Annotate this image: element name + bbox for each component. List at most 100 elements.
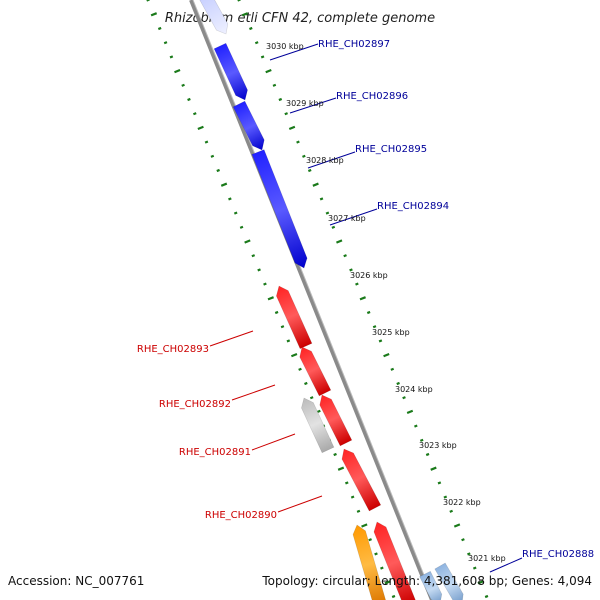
tick-mark: [477, 580, 484, 585]
gene-orange[interactable]: [351, 523, 387, 600]
tick-mark: [372, 325, 377, 329]
tick-mark: [278, 97, 283, 102]
scale-label: 3021 kbp: [468, 554, 506, 563]
scale-label: 3028 kbp: [306, 156, 344, 165]
tick-mark: [286, 339, 291, 343]
gene-rhe-ch02891[interactable]: [316, 392, 353, 447]
leader-line: [269, 43, 319, 61]
tick-mark: [472, 566, 477, 570]
scale-label: 3027 kbp: [328, 214, 366, 223]
tick-mark: [174, 68, 181, 74]
tick-mark: [241, 12, 249, 17]
gene-label-rhe-ch02890[interactable]: RHE_CH02890: [205, 510, 277, 521]
tick-mark: [263, 282, 267, 286]
tick-mark: [350, 495, 355, 499]
tick-mark: [274, 310, 279, 315]
scale-label: 3022 kbp: [443, 498, 481, 507]
tick-mark: [272, 83, 277, 87]
tick-mark: [304, 381, 308, 386]
tick-mark: [425, 452, 430, 457]
tick-mark: [368, 538, 372, 542]
tick-mark: [146, 0, 150, 2]
tick-marks: [146, 0, 489, 599]
gene-label-rhe-ch02897[interactable]: RHE_CH02897: [318, 39, 390, 50]
gene-label-rhe-ch02891[interactable]: RHE_CH02891: [179, 447, 251, 458]
tick-mark: [150, 12, 158, 17]
tick-mark: [319, 197, 324, 201]
backbone-highlight: [192, 0, 435, 600]
scale-label: 3026 kbp: [350, 271, 388, 280]
gene-label-rhe-ch02892[interactable]: RHE_CH02892: [159, 399, 231, 410]
gene-rhe-ch02890[interactable]: [338, 446, 382, 512]
tick-mark: [298, 367, 302, 371]
tick-mark: [249, 26, 253, 31]
gene-rhe-ch02889-fragment[interactable]: [434, 562, 467, 600]
map-title: Rhizobium etli CFN 42, complete genome: [165, 11, 435, 26]
tick-mark: [402, 396, 406, 400]
tick-mark: [349, 268, 353, 272]
backbone-line: [189, 0, 434, 600]
tick-mark: [204, 140, 209, 144]
gene-label-rhe-ch02894[interactable]: RHE_CH02894: [377, 201, 449, 212]
tick-mark: [290, 352, 298, 358]
gene-rhe-ch02896[interactable]: [232, 100, 268, 153]
tick-mark: [355, 282, 359, 286]
gene-rhe-ch02895[interactable]: [251, 149, 310, 271]
gene-rhe-ch02892[interactable]: [296, 344, 332, 397]
tick-mark: [265, 68, 272, 74]
leader-line: [289, 97, 337, 114]
leader-line: [209, 330, 254, 347]
gene-rhe-ch02893[interactable]: [273, 283, 313, 350]
tick-mark: [244, 239, 251, 244]
tick-mark: [333, 452, 337, 457]
gene-fragment-top[interactable]: [198, 0, 231, 37]
scale-label: 3025 kbp: [372, 328, 410, 337]
gene-rhe-ch02888[interactable]: [419, 570, 446, 600]
accession-text: Accession: NC_007761: [8, 574, 145, 588]
tick-mark: [284, 112, 288, 116]
tick-mark: [288, 125, 296, 131]
tick-mark: [344, 481, 349, 485]
tick-mark: [302, 154, 306, 158]
tick-mark: [356, 509, 361, 513]
gene-features: [198, 0, 467, 600]
tick-mark: [197, 125, 204, 131]
tick-mark: [378, 339, 383, 343]
tick-mark: [163, 41, 168, 45]
topology-text: Topology: circular; Length: 4,381,608 bp…: [262, 574, 592, 588]
tick-mark: [384, 580, 391, 585]
tick-mark: [453, 523, 461, 528]
tick-mark: [280, 325, 285, 329]
leader-line: [307, 151, 356, 169]
tick-mark: [391, 594, 396, 599]
tick-mark: [239, 225, 244, 229]
tick-mark: [169, 55, 174, 59]
scale-label: 3023 kbp: [419, 441, 457, 450]
tick-mark: [396, 381, 400, 386]
tick-mark: [361, 523, 368, 528]
tick-mark: [251, 254, 256, 258]
leader-line: [489, 557, 523, 573]
tick-mark: [267, 296, 274, 301]
tick-mark: [220, 182, 228, 187]
gene-label-rhe-ch02896[interactable]: RHE_CH02896: [336, 91, 408, 102]
tick-mark: [374, 552, 378, 556]
tick-mark: [461, 538, 465, 542]
gene-rhe-ch02897[interactable]: [213, 42, 251, 102]
tick-mark: [437, 481, 442, 485]
gene-label-rhe-ch02888[interactable]: RHE_CH02888: [522, 549, 594, 560]
leader-line: [231, 384, 276, 401]
gene-rhe-ch02891-pseudo[interactable]: [298, 395, 335, 454]
tick-mark: [331, 225, 336, 229]
tick-mark: [325, 211, 330, 215]
scale-label: 3029 kbp: [286, 99, 324, 108]
tick-mark: [237, 0, 241, 2]
tick-mark: [309, 396, 314, 400]
gene-label-rhe-ch02893[interactable]: RHE_CH02893: [137, 344, 209, 355]
tick-mark: [254, 41, 259, 45]
tick-mark: [157, 26, 162, 31]
gene-red-bottom[interactable]: [371, 520, 417, 600]
tick-mark: [312, 182, 319, 187]
gene-label-rhe-ch02895[interactable]: RHE_CH02895: [355, 144, 427, 155]
tick-mark: [383, 352, 390, 358]
